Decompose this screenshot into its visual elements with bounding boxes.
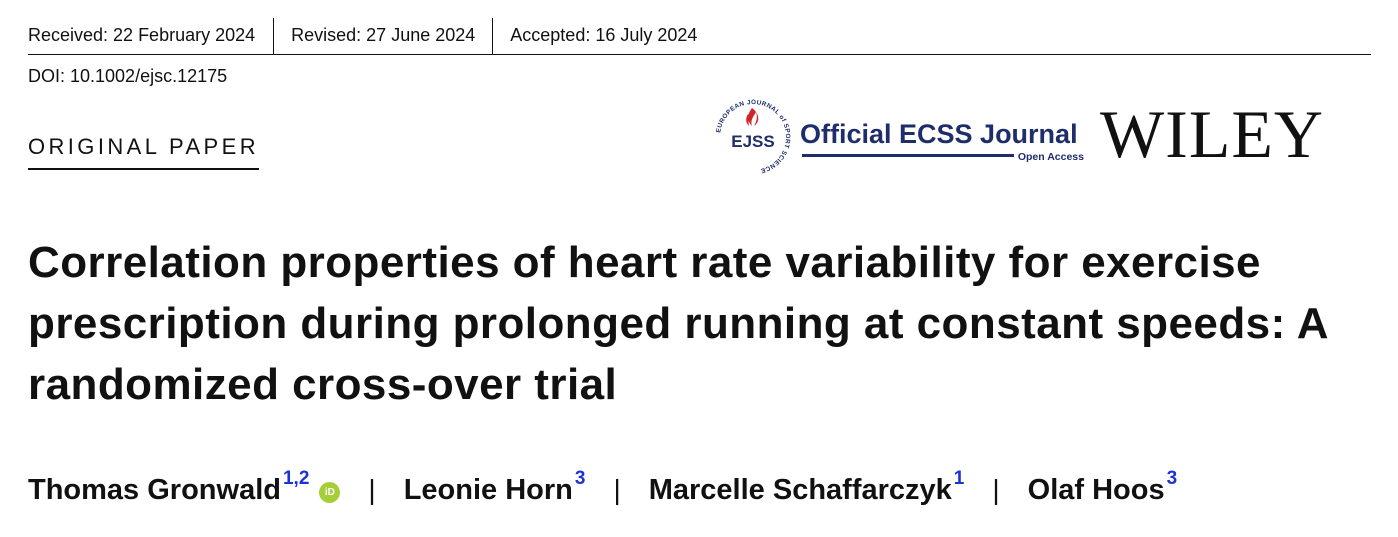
- affiliation-marker[interactable]: 1,2: [282, 468, 310, 489]
- author: Thomas Gronwald 1,2 iD: [28, 468, 341, 507]
- open-access-label: Open Access: [1013, 151, 1084, 164]
- orcid-icon[interactable]: iD: [319, 481, 341, 503]
- ecss-underline: [802, 154, 1084, 157]
- ejss-seal-logo: EUROPEAN JOURNAL of SPORT SCIENCE EJSS: [708, 94, 798, 180]
- author-separator: |: [613, 474, 621, 505]
- author-name[interactable]: Thomas Gronwald: [28, 473, 281, 506]
- author: Marcelle Schaffarczyk 1: [648, 468, 965, 507]
- ecss-journal-title: Official ECSS Journal: [800, 119, 1078, 149]
- revised-date: Revised: 27 June 2024: [273, 18, 492, 54]
- author-separator: |: [992, 474, 1000, 505]
- accepted-date: Accepted: 16 July 2024: [492, 18, 697, 54]
- ejss-seal-text: EJSS: [731, 132, 774, 151]
- author-name[interactable]: Leonie Horn: [403, 473, 573, 506]
- affiliation-marker[interactable]: 3: [1166, 468, 1178, 489]
- article-type: ORIGINAL PAPER: [28, 134, 259, 170]
- publisher-logo: WILEY: [1100, 96, 1325, 172]
- doi[interactable]: DOI: 10.1002/ejsc.12175: [28, 66, 228, 86]
- affiliation-marker[interactable]: 1: [953, 468, 965, 489]
- author-name[interactable]: Olaf Hoos: [1027, 473, 1165, 506]
- ecss-journal-logo: Official ECSS Journal Open Access: [800, 118, 1090, 166]
- flame-icon: [748, 108, 759, 126]
- affiliation-marker[interactable]: 3: [574, 468, 586, 489]
- author: Leonie Horn 3: [403, 468, 586, 507]
- author-separator: |: [368, 474, 376, 505]
- paper-title: Correlation properties of heart rate var…: [28, 238, 1328, 409]
- author-list: Thomas Gronwald 1,2 iD | Leonie Horn 3 | Ma…: [28, 468, 1178, 510]
- author: Olaf Hoos 3: [1027, 468, 1178, 507]
- article-dates: Received: 22 February 2024 Revised: 27 J…: [28, 18, 1371, 55]
- author-name[interactable]: Marcelle Schaffarczyk: [648, 473, 952, 506]
- received-date: Received: 22 February 2024: [28, 25, 256, 45]
